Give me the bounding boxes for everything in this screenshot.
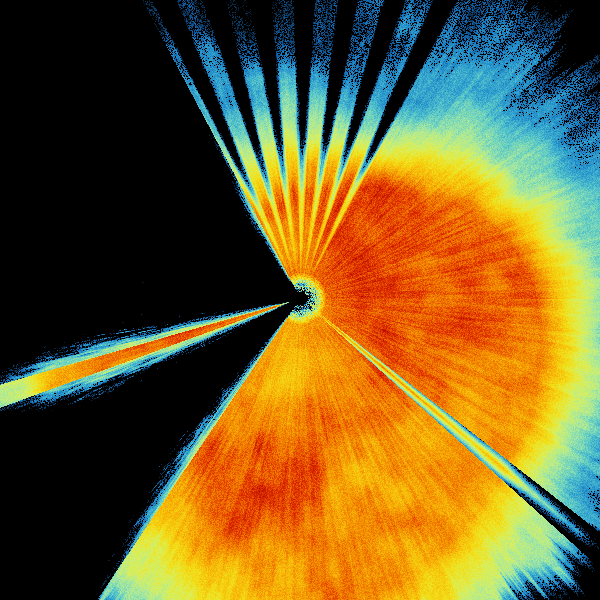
radar-reflectivity-heatmap [0,0,600,600]
radar-image-stage: Radar Reflectivity PPI Scan reflectivity… [0,0,600,600]
